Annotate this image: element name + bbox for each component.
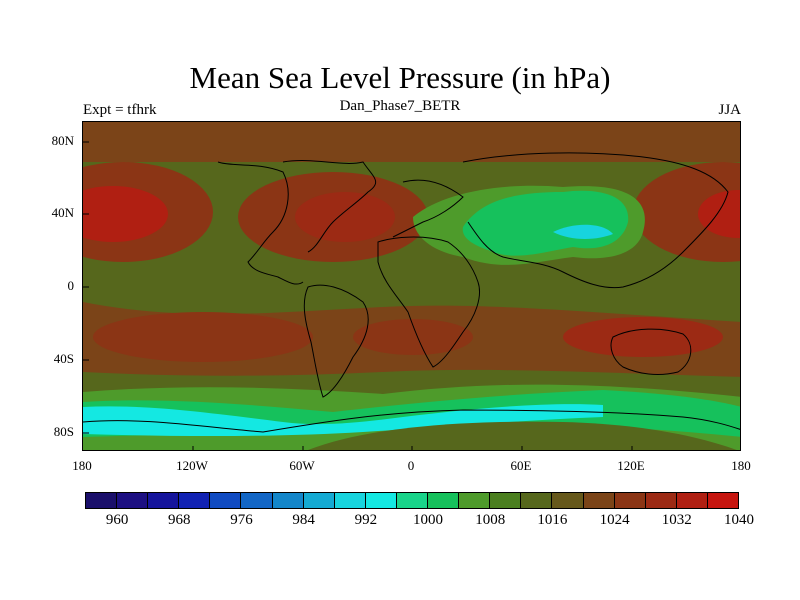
coast-europe xyxy=(392,179,464,238)
coast-antarctica xyxy=(83,409,740,433)
colorbar-swatch xyxy=(489,492,522,509)
coast-south-america xyxy=(303,284,369,398)
colorbar-swatch xyxy=(116,492,149,509)
pressure-map xyxy=(82,121,741,451)
lat-label-40n: 40N xyxy=(51,205,74,220)
lat-label-80s: 80S xyxy=(53,424,74,439)
colorbar-swatch xyxy=(613,492,646,509)
colorbar-swatch xyxy=(333,492,366,509)
colorbar-label: 1000 xyxy=(413,512,444,528)
asian-low-core xyxy=(553,224,613,239)
colorbar-swatch xyxy=(551,492,584,509)
colorbar-swatch xyxy=(302,492,335,509)
colorbar-swatch xyxy=(240,492,273,509)
lon-label-120e: 120E xyxy=(617,458,645,473)
north-pacific-high-east-core xyxy=(698,190,740,238)
colorbar-swatch xyxy=(147,492,180,509)
colorbar-swatch xyxy=(395,492,429,509)
lon-label-60w: 60W xyxy=(289,458,315,473)
colorbar-swatch xyxy=(85,492,118,509)
lat-label-80n: 80N xyxy=(51,133,74,148)
colorbar-label: 1024 xyxy=(599,512,630,528)
colorbar-swatch xyxy=(209,492,242,509)
lon-label-60e: 60E xyxy=(510,458,532,473)
colorbar-label: 992 xyxy=(354,512,378,528)
colorbar-swatch xyxy=(271,492,304,509)
australian-high xyxy=(563,317,723,357)
asian-low xyxy=(462,190,629,256)
coast-africa xyxy=(377,236,480,368)
colorbar-label: 984 xyxy=(292,512,315,528)
season-label: JJA xyxy=(718,102,741,118)
colorbar-swatch xyxy=(364,492,397,509)
colorbar-swatch xyxy=(706,492,739,509)
lon-label-180w: 180 xyxy=(72,458,92,473)
coast-australia xyxy=(610,328,692,375)
coast-north-america xyxy=(217,161,304,285)
arctic-band xyxy=(83,122,740,162)
coast-asia xyxy=(462,152,729,289)
plot-title: Mean Sea Level Pressure (in hPa) xyxy=(189,60,611,95)
lat-label-40s: 40S xyxy=(53,351,74,366)
colorbar xyxy=(85,492,739,509)
circumpolar-trough-core xyxy=(83,404,603,437)
colorbar-swatch xyxy=(427,492,460,509)
colorbar-label: 976 xyxy=(230,512,253,528)
colorbar-swatch xyxy=(675,492,708,509)
experiment-label: Expt = tfhrk xyxy=(83,102,157,118)
colorbar-label: 1032 xyxy=(661,512,692,528)
coastlines xyxy=(83,152,740,433)
pressure-map-svg xyxy=(83,122,740,450)
colorbar-swatch xyxy=(644,492,677,509)
colorbar-label: 1016 xyxy=(537,512,568,528)
colorbar-swatch xyxy=(458,492,491,509)
north-pacific-high-east xyxy=(633,162,740,262)
south-pacific-high xyxy=(93,312,313,362)
coast-north-america-east xyxy=(282,160,377,253)
lat-label-0: 0 xyxy=(67,278,75,293)
lon-label-0: 0 xyxy=(407,458,415,473)
colorbar-label: 968 xyxy=(168,512,191,528)
south-atlantic-high xyxy=(353,319,473,355)
colorbar-swatch xyxy=(520,492,553,509)
colorbar-swatch xyxy=(178,492,211,509)
colorbar-swatch xyxy=(582,492,615,509)
colorbar-label: 1008 xyxy=(475,512,506,528)
antarctic-interior xyxy=(308,421,737,450)
colorbar-label: 1040 xyxy=(724,512,754,528)
lon-label-120w: 120W xyxy=(176,458,208,473)
map-ticks xyxy=(83,141,633,450)
north-pacific-high-core xyxy=(83,186,168,242)
colorbar-label: 960 xyxy=(105,512,129,528)
run-name-label: Dan_Phase7_BETR xyxy=(339,98,461,114)
azores-high-core xyxy=(295,192,395,242)
lon-label-180e: 180 xyxy=(731,458,751,473)
